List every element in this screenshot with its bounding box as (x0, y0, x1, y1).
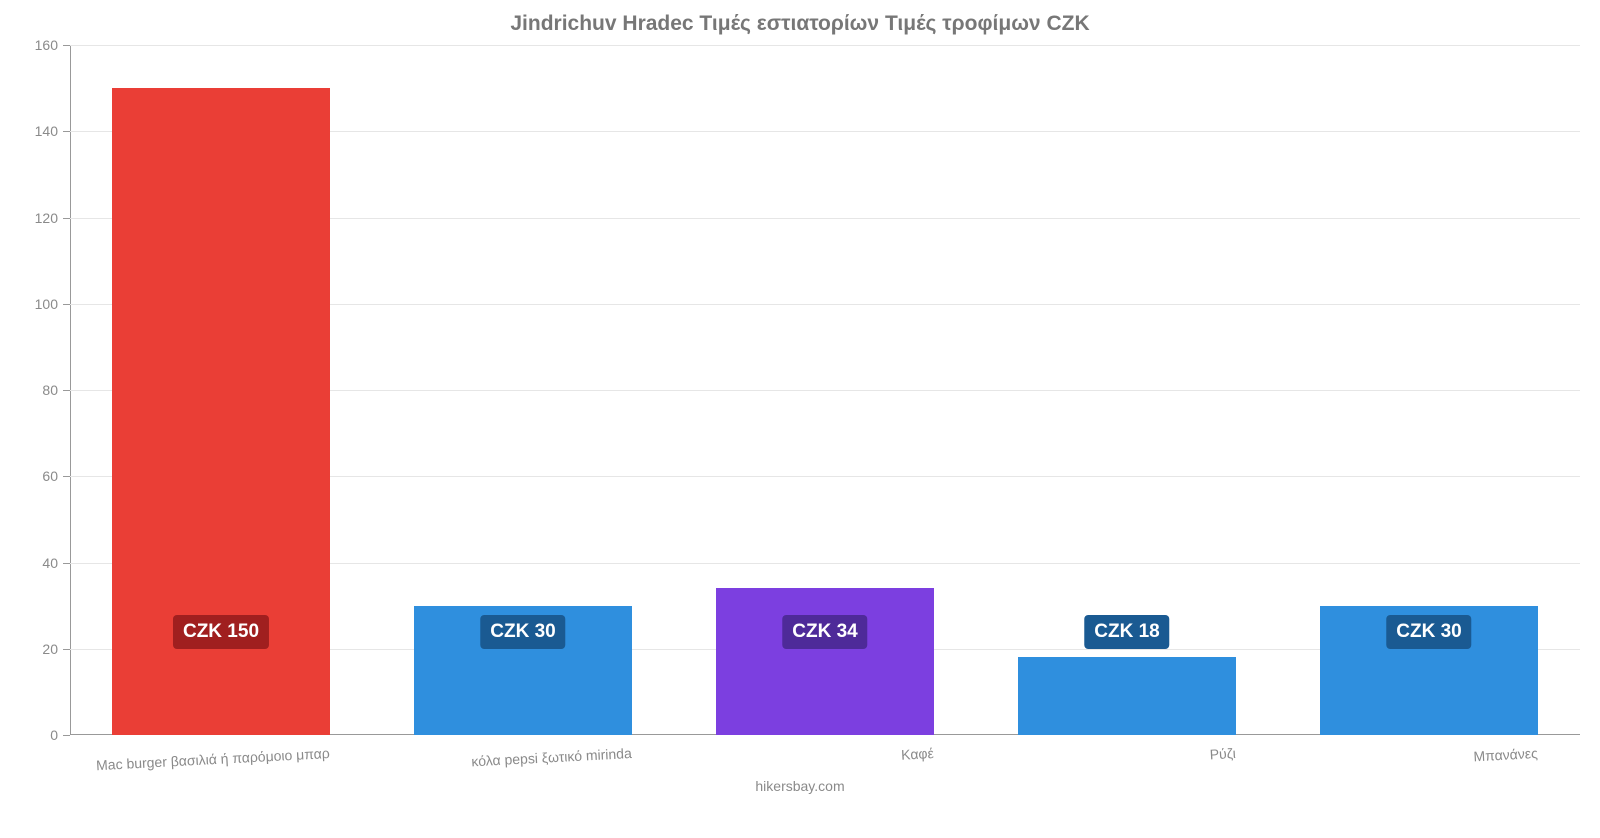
y-tick-label: 60 (42, 468, 70, 484)
y-tick-label: 20 (42, 641, 70, 657)
bar (716, 588, 933, 735)
grid-line (70, 45, 1580, 46)
value-badge: CZK 34 (782, 615, 867, 649)
y-tick-label: 140 (35, 123, 70, 139)
value-badge: CZK 30 (480, 615, 565, 649)
plot-area: 020406080100120140160CZK 150Mac burger β… (70, 45, 1580, 735)
y-tick-label: 80 (42, 382, 70, 398)
y-tick-label: 100 (35, 296, 70, 312)
chart-title: Jindrichuv Hradec Τιμές εστιατορίων Τιμέ… (0, 12, 1600, 36)
y-tick-label: 160 (35, 37, 70, 53)
y-tick-label: 0 (50, 727, 70, 743)
y-tick-label: 120 (35, 210, 70, 226)
attribution-text: hikersbay.com (0, 778, 1600, 794)
value-badge: CZK 18 (1084, 615, 1169, 649)
value-badge: CZK 150 (173, 615, 269, 649)
bar (1018, 657, 1235, 735)
value-badge: CZK 30 (1386, 615, 1471, 649)
y-tick-label: 40 (42, 555, 70, 571)
